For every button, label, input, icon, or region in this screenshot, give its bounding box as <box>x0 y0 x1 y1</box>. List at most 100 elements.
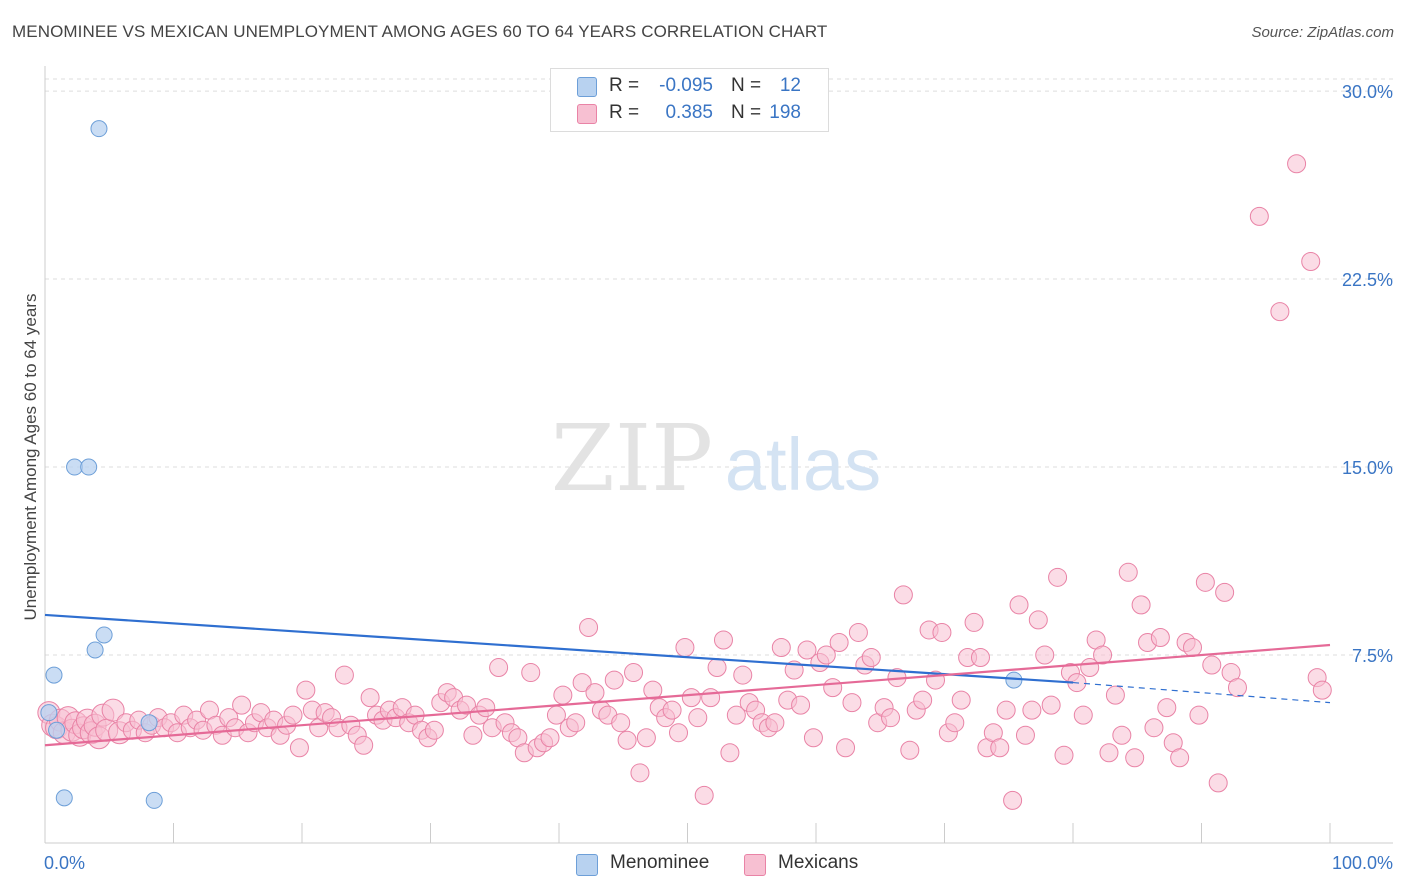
legend-swatch-menominee <box>577 77 597 97</box>
mexicans-point <box>1183 637 1203 657</box>
mexicans-point <box>893 585 913 605</box>
mexicans-point <box>720 743 740 763</box>
mexicans-point <box>681 688 701 708</box>
mexicans-point <box>900 740 920 760</box>
mexicans-point <box>566 713 586 733</box>
chart-title: MENOMINEE VS MEXICAN UNEMPLOYMENT AMONG … <box>12 22 828 41</box>
tick-labels: 7.5% 15.0% 22.5% 30.0% 0.0% 100.0% <box>44 82 1393 873</box>
mexicans-point <box>829 632 849 652</box>
mexicans-point <box>1022 700 1042 720</box>
legend-r-label: R = <box>609 75 640 96</box>
watermark: ZIP atlas <box>551 405 881 512</box>
mexicans-point <box>1112 725 1132 745</box>
trend-lines <box>44 613 1331 747</box>
series-legend: Menominee Mexicans <box>0 852 1406 876</box>
y-tick-label: 7.5% <box>1352 646 1393 666</box>
mexicans-point <box>1028 610 1048 630</box>
mexicans-point <box>624 663 644 683</box>
menominee-point <box>140 714 158 732</box>
mexicans-point <box>1144 718 1164 738</box>
mexicans-point <box>797 640 817 660</box>
mexicans-point <box>643 680 663 700</box>
watermark-zip: ZIP <box>551 405 713 512</box>
legend-n-value: 198 <box>769 102 801 123</box>
legend-n-value: 12 <box>779 75 801 96</box>
mexicans-point <box>669 723 689 743</box>
mexicans-point <box>1215 582 1235 602</box>
menominee-point <box>48 721 66 739</box>
mexicans-point <box>354 735 374 755</box>
mexicans-point <box>791 695 811 715</box>
legend-r-value: 0.385 <box>665 102 713 123</box>
legend-swatch-menominee <box>576 854 598 876</box>
mexicans-point <box>675 637 695 657</box>
menominee-point <box>86 641 104 659</box>
menominee-points <box>40 120 1023 809</box>
mexicans-point <box>289 738 309 758</box>
mexicans-point <box>733 665 753 685</box>
mexicans-point <box>694 785 714 805</box>
mexicans-point <box>579 617 599 637</box>
mexicans-point <box>951 690 971 710</box>
menominee-trend-line <box>44 613 1074 684</box>
mexicans-point <box>1150 627 1170 647</box>
mexicans-point <box>296 680 316 700</box>
legend-r-label: R = <box>609 102 640 123</box>
mexicans-point <box>842 693 862 713</box>
x-tick-label: 100.0% <box>1332 853 1393 873</box>
y-tick-label: 22.5% <box>1342 270 1393 290</box>
mexicans-point <box>604 670 624 690</box>
mexicans-point <box>617 730 637 750</box>
mexicans-point <box>932 622 952 642</box>
mexicans-point <box>1131 595 1151 615</box>
mexicans-point <box>881 708 901 728</box>
mexicans-point <box>771 637 791 657</box>
mexicans-point <box>1035 645 1055 665</box>
menominee-point <box>45 666 63 684</box>
legend-n-label: N = <box>731 102 762 123</box>
mexicans-point <box>553 685 573 705</box>
mexicans-point <box>707 658 727 678</box>
legend-label-mexicans: Mexicans <box>778 852 859 873</box>
mexicans-point <box>611 713 631 733</box>
mexicans-point <box>1189 705 1209 725</box>
mexicans-point <box>1099 743 1119 763</box>
mexicans-point <box>424 720 444 740</box>
mexicans-point <box>1195 572 1215 592</box>
mexicans-point <box>1041 695 1061 715</box>
mexicans-point <box>1054 745 1074 765</box>
y-tick-label: 15.0% <box>1342 458 1393 478</box>
mexicans-point <box>1270 302 1290 322</box>
watermark-atlas: atlas <box>725 423 881 506</box>
mexicans-point <box>816 645 836 665</box>
mexicans-point <box>1227 678 1247 698</box>
y-axis-label: Unemployment Among Ages 60 to 64 years <box>21 294 40 621</box>
mexicans-point <box>726 705 746 725</box>
mexicans-point <box>1202 655 1222 675</box>
mexicans-point <box>636 728 656 748</box>
mexicans-point <box>662 700 682 720</box>
mexicans-point <box>1015 725 1035 745</box>
menominee-point <box>40 704 58 722</box>
mexicans-point <box>990 738 1010 758</box>
mexicans-point <box>1073 705 1093 725</box>
menominee-point <box>145 791 163 809</box>
mexicans-point <box>456 695 476 715</box>
mexicans-point <box>489 658 509 678</box>
mexicans-point <box>1170 748 1190 768</box>
mexicans-point <box>476 698 496 718</box>
mexicans-point <box>572 673 592 693</box>
y-tick-label: 30.0% <box>1342 82 1393 102</box>
mexicans-point <box>1208 773 1228 793</box>
mexicans-point <box>334 665 354 685</box>
menominee-point <box>95 626 113 644</box>
source-label: Source: ZipAtlas.com <box>1251 24 1394 41</box>
mexicans-point <box>996 700 1016 720</box>
gridlines <box>45 78 1393 656</box>
mexicans-point <box>540 728 560 748</box>
menominee-point <box>80 458 98 476</box>
correlation-legend: R = -0.095 N = 12 R = 0.385 N = 198 <box>550 68 829 132</box>
mexicans-point <box>521 663 541 683</box>
legend-n-label: N = <box>731 75 762 96</box>
